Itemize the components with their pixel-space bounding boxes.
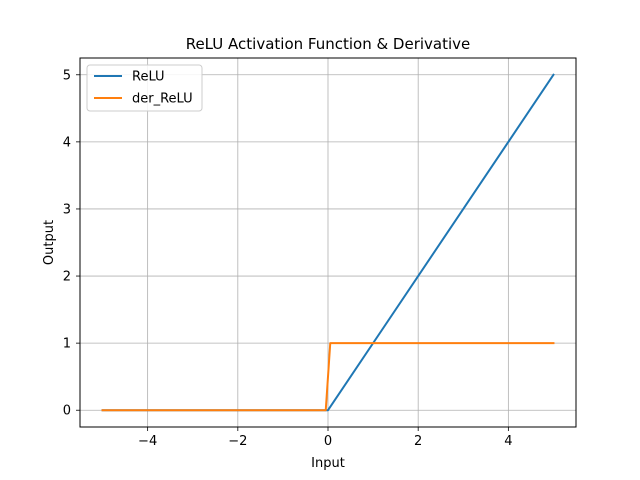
y-axis-label: Output (42, 220, 57, 265)
series-layer (101, 73, 555, 412)
x-tick-label: 2 (414, 434, 422, 449)
x-axis-label: Input (311, 456, 345, 471)
x-tick-label: −2 (228, 434, 247, 449)
y-tick-label: 4 (63, 135, 71, 150)
y-tick-label: 1 (63, 337, 71, 352)
x-tick-label: 4 (504, 434, 512, 449)
axis-ticks: −4 −2 0 2 4 0 1 2 3 4 5 (63, 68, 513, 449)
legend: ReLU der_ReLU (86, 64, 203, 112)
legend-label: der_ReLU (132, 92, 193, 107)
legend-label: ReLU (132, 70, 165, 85)
grid (80, 58, 576, 427)
chart-title: ReLU Activation Function & Derivative (186, 35, 471, 53)
x-tick-label: −4 (138, 434, 157, 449)
y-tick-label: 0 (63, 404, 71, 419)
y-tick-label: 5 (63, 68, 71, 83)
series-line-der_ReLU (101, 342, 555, 412)
x-tick-label: 0 (324, 434, 332, 449)
y-tick-label: 2 (63, 270, 71, 285)
y-tick-label: 3 (63, 202, 71, 217)
